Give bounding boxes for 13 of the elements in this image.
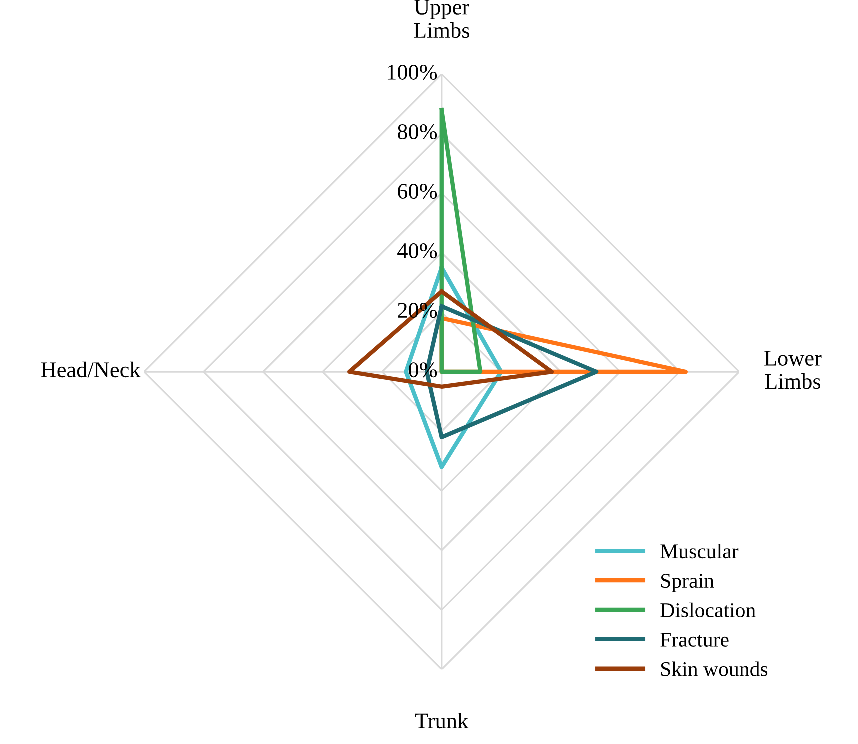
- y-tick-label: 100%: [388, 64, 438, 80]
- legend-label: Fracture: [660, 633, 729, 647]
- legend-label: Dislocation: [660, 602, 756, 618]
- legend-label: Muscular: [660, 544, 739, 559]
- spoke-label: Head/Neck: [41, 362, 141, 378]
- spoke-label: Trunk: [416, 712, 469, 729]
- legend-label: Sprain: [661, 574, 714, 592]
- y-tick-label: 60%: [398, 184, 438, 200]
- y-tick-label: 40%: [398, 244, 438, 259]
- legend-label: Skin wounds: [661, 662, 768, 676]
- spoke-label: Lower Limbs: [764, 351, 822, 390]
- spoke-label: Upper Limbs: [414, 0, 470, 38]
- y-tick-label: 80%: [398, 124, 438, 140]
